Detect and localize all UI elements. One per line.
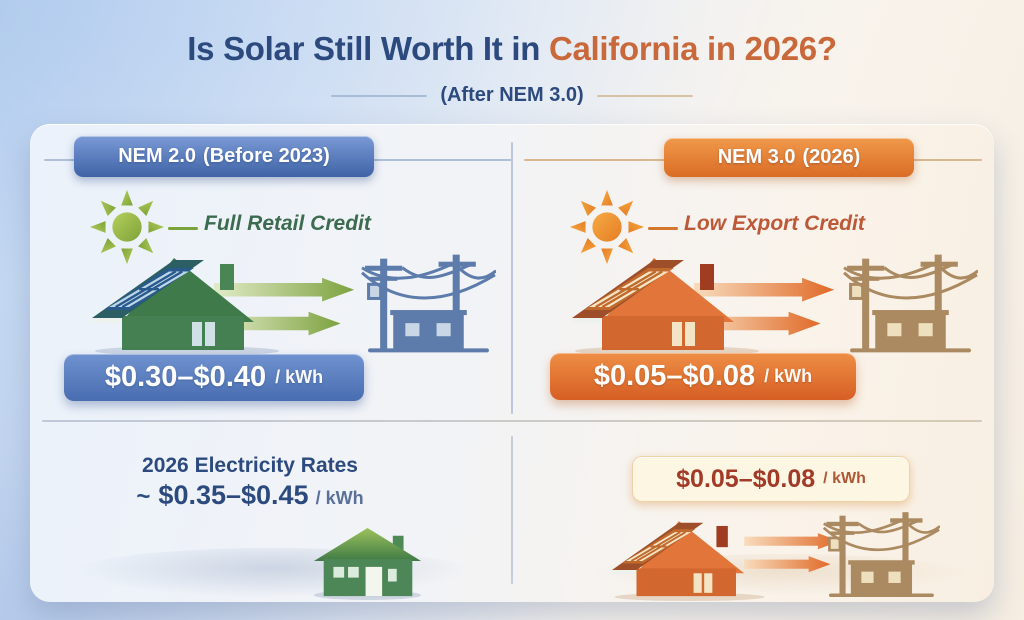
power-grid-icon bbox=[843, 254, 978, 353]
vertical-divider-bottom bbox=[511, 436, 513, 584]
rates-price-row: ~ $0.35–$0.45 / kWh bbox=[60, 480, 440, 511]
nem2-badge: NEM 2.0 (Before 2023) bbox=[74, 136, 374, 177]
solar-house-icon bbox=[572, 258, 759, 356]
nem3-price-range: $0.05–$0.08 bbox=[593, 360, 756, 392]
subtitle-text: (After NEM 3.0) bbox=[440, 84, 584, 106]
nem2-price-range: $0.30–$0.40 bbox=[104, 361, 267, 393]
nem3-credit-label: Low Export Credit bbox=[684, 212, 865, 235]
sun-icon bbox=[89, 189, 165, 265]
house-icon bbox=[313, 527, 422, 600]
comparison-card: NEM 2.0 (Before 2023) NEM 3.0 (2026) bbox=[30, 124, 994, 602]
vertical-divider-top bbox=[511, 142, 513, 414]
title-part-blue: Is Solar Still Worth It in bbox=[187, 30, 549, 67]
rates-price-unit: / kWh bbox=[315, 488, 364, 508]
export-price-badge: $0.05–$0.08 / kWh bbox=[632, 456, 910, 502]
nem2-price-badge: $0.30–$0.40 / kWh bbox=[64, 354, 364, 401]
nem3-badge-qualifier: (2026) bbox=[802, 146, 861, 168]
rates-approx-symbol: ~ bbox=[136, 483, 151, 510]
sun-dash-line bbox=[168, 227, 198, 230]
nem2-credit-label: Full Retail Credit bbox=[204, 212, 371, 235]
page-title: Is Solar Still Worth It in California in… bbox=[0, 30, 1024, 68]
nem2-badge-name: NEM 2.0 bbox=[118, 145, 197, 167]
export-arrows-icon bbox=[744, 533, 840, 573]
nem2-price-unit: / kWh bbox=[275, 367, 324, 387]
solar-house-icon bbox=[612, 521, 765, 602]
nem3-price-badge: $0.05–$0.08 / kWh bbox=[550, 353, 856, 400]
sun-dash-line bbox=[648, 227, 678, 230]
power-grid-icon bbox=[822, 512, 940, 597]
nem3-badge-name: NEM 3.0 bbox=[717, 146, 796, 168]
horizontal-divider bbox=[42, 420, 982, 422]
subtitle-row: (After NEM 3.0) bbox=[0, 84, 1024, 107]
rates-heading: 2026 Electricity Rates bbox=[142, 454, 358, 477]
nem3-price-unit: / kWh bbox=[764, 366, 813, 386]
rates-price-range: $0.35–$0.45 bbox=[158, 480, 309, 510]
power-grid-icon bbox=[361, 254, 496, 353]
export-price-range: $0.05–$0.08 bbox=[676, 464, 816, 493]
nem3-badge: NEM 3.0 (2026) bbox=[664, 138, 914, 177]
export-price-unit: / kWh bbox=[823, 470, 866, 487]
sun-icon bbox=[569, 189, 645, 265]
solar-house-icon bbox=[92, 258, 279, 356]
subtitle-line-left bbox=[331, 94, 428, 97]
title-part-orange: California in 2026? bbox=[548, 30, 837, 67]
nem2-badge-qualifier: (Before 2023) bbox=[203, 145, 330, 167]
subtitle-line-right bbox=[596, 94, 693, 97]
